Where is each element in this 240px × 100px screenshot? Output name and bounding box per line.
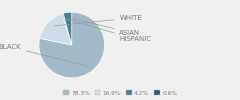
Wedge shape bbox=[62, 13, 72, 45]
Wedge shape bbox=[40, 14, 72, 45]
Text: ASIAN: ASIAN bbox=[71, 18, 140, 36]
Text: HISPANIC: HISPANIC bbox=[67, 19, 151, 42]
Wedge shape bbox=[39, 12, 105, 78]
Text: BLACK: BLACK bbox=[0, 44, 87, 66]
Legend: 78.3%, 16.9%, 4.2%, 0.6%: 78.3%, 16.9%, 4.2%, 0.6% bbox=[62, 89, 178, 97]
Wedge shape bbox=[63, 12, 72, 45]
Text: WHITE: WHITE bbox=[54, 15, 142, 26]
